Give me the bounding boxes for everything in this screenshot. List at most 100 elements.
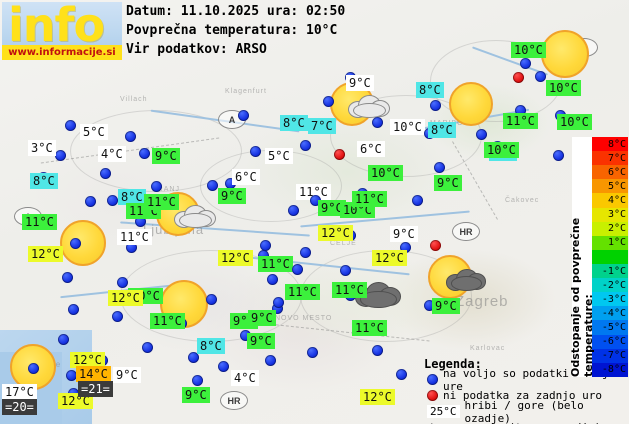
station-dot-nodata[interactable]	[430, 240, 441, 251]
station-dot-available[interactable]	[142, 342, 153, 353]
station-dot-available[interactable]	[207, 180, 218, 191]
station-dot-available[interactable]	[125, 131, 136, 142]
station-dot-available[interactable]	[396, 369, 407, 380]
station-dot-available[interactable]	[126, 242, 137, 253]
temperature-label: 9°C	[390, 226, 418, 242]
station-dot-available[interactable]	[260, 240, 271, 251]
station-dot-available[interactable]	[307, 347, 318, 358]
sea-temperature-label: =21=	[78, 381, 113, 397]
station-dot-available[interactable]	[323, 96, 334, 107]
legend-hill-chip: 25°C	[427, 405, 460, 418]
station-dot-available[interactable]	[85, 196, 96, 207]
station-dot-available[interactable]	[107, 195, 118, 206]
country-marker-hr: HR	[220, 391, 248, 410]
station-dot-available[interactable]	[267, 274, 278, 285]
station-dot-available[interactable]	[310, 195, 321, 206]
station-dot-available[interactable]	[218, 361, 229, 372]
station-dot-available[interactable]	[225, 178, 236, 189]
station-dot-available[interactable]	[238, 110, 249, 121]
station-dot-available[interactable]	[434, 162, 445, 173]
station-dot-available[interactable]	[372, 117, 383, 128]
station-dot-available[interactable]	[62, 272, 73, 283]
station-dot-available[interactable]	[70, 238, 81, 249]
legend-nodata-dot-icon	[427, 390, 438, 401]
station-dot-available[interactable]	[206, 294, 217, 305]
site-logo[interactable]: info www.informacije.si	[2, 2, 122, 60]
city-label: Klagenfurt	[225, 88, 267, 95]
station-dot-available[interactable]	[65, 120, 76, 131]
temperature-label: 7°C	[308, 118, 336, 134]
logo-wordmark: info	[8, 2, 105, 52]
station-dot-available[interactable]	[188, 352, 199, 363]
station-dot-available[interactable]	[400, 242, 411, 253]
temperature-label: 10°C	[368, 165, 403, 181]
station-dot-available[interactable]	[28, 363, 39, 374]
station-dot-available[interactable]	[112, 311, 123, 322]
station-dot-available[interactable]	[476, 129, 487, 140]
temperature-label: 11°C	[296, 184, 331, 200]
temperature-label: 11°C	[150, 313, 185, 329]
station-dot-available[interactable]	[300, 247, 311, 258]
scale-cell: -1°C	[592, 263, 628, 279]
sun-icon	[541, 30, 589, 78]
scale-title: Odstopanje od povprečne temperature:	[569, 137, 595, 377]
station-dot-available[interactable]	[117, 277, 128, 288]
sun-icon	[60, 220, 123, 266]
station-dot-available[interactable]	[288, 205, 299, 216]
temperature-label: 5°C	[265, 148, 293, 164]
station-dot-available[interactable]	[273, 297, 284, 308]
temperature-label: 9°C	[247, 333, 275, 349]
station-dot-available[interactable]	[520, 58, 531, 69]
station-dot-available[interactable]	[430, 100, 441, 111]
cloud-blob	[352, 103, 386, 119]
temperature-label: 3°C	[28, 140, 56, 156]
cloud-icon	[348, 93, 390, 119]
scale-cell: -4°C	[592, 306, 628, 321]
station-dot-available[interactable]	[340, 265, 351, 276]
legend-title: Legenda:	[424, 357, 482, 371]
station-dot-available[interactable]	[372, 345, 383, 356]
station-dot-available[interactable]	[265, 355, 276, 366]
station-dot-available[interactable]	[292, 264, 303, 275]
station-dot-nodata[interactable]	[334, 149, 345, 160]
scale-cell: -3°C	[592, 292, 628, 307]
station-dot-available[interactable]	[58, 334, 69, 345]
station-dot-available[interactable]	[240, 330, 251, 341]
station-dot-available[interactable]	[55, 150, 66, 161]
scale-cell: 2°C	[592, 221, 628, 236]
logo-url-text: www.informacije.si	[8, 47, 116, 58]
station-dot-available[interactable]	[300, 140, 311, 151]
station-dot-available[interactable]	[139, 148, 150, 159]
station-dot-available[interactable]	[68, 304, 79, 315]
header-date-time: Datum: 11.10.2025 ura: 02:50	[126, 4, 346, 19]
temperature-label: 9°C	[346, 75, 374, 91]
station-dot-available[interactable]	[258, 250, 269, 261]
station-dot-available[interactable]	[535, 71, 546, 82]
temperature-label: 12°C	[70, 352, 105, 368]
scale-cell: 6°C	[592, 165, 628, 180]
station-dot-available[interactable]	[515, 105, 526, 116]
temperature-label: 9°C	[113, 367, 141, 383]
logo-url-bar: www.informacije.si	[2, 45, 122, 60]
station-dot-available[interactable]	[250, 146, 261, 157]
station-dot-available[interactable]	[412, 195, 423, 206]
legend-row-text: temp. morja (temno ozadje)	[429, 421, 601, 424]
station-dot-available[interactable]	[100, 168, 111, 179]
station-dot-available[interactable]	[424, 300, 435, 311]
scale-cell: -7°C	[592, 348, 628, 363]
station-dot-available[interactable]	[66, 370, 77, 381]
temperature-label: 11°C	[258, 256, 293, 272]
cloud-blob	[178, 213, 212, 229]
station-dot-available[interactable]	[553, 150, 564, 161]
temperature-label: 8°C	[428, 122, 456, 138]
station-dot-available[interactable]	[151, 181, 162, 192]
temperature-label: 8°C	[416, 82, 444, 98]
station-dot-available[interactable]	[135, 216, 146, 227]
station-dot-nodata[interactable]	[513, 72, 524, 83]
temperature-label: 11°C	[22, 214, 57, 230]
city-label: NOVO MESTO	[275, 315, 333, 322]
station-dot-available[interactable]	[192, 375, 203, 386]
scale-cell: 5°C	[592, 179, 628, 194]
station-dot-available[interactable]	[272, 303, 283, 314]
